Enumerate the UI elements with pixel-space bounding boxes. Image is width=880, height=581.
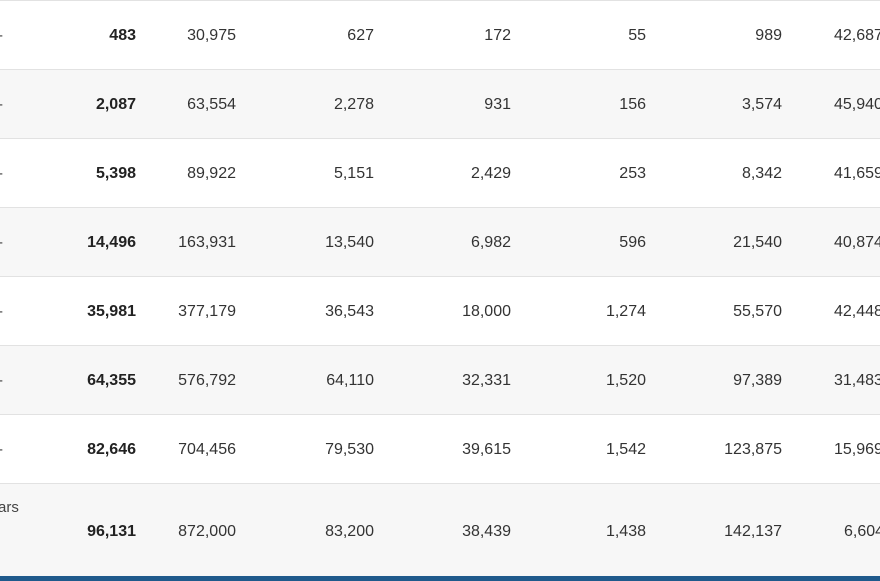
cell-col3: 83,200	[325, 523, 374, 540]
cell-col7: 40,874	[834, 234, 880, 251]
cell-col3: 2,278	[333, 96, 374, 113]
cell-col7: 45,940	[834, 96, 880, 113]
cell-col6: 123,875	[724, 441, 782, 458]
cell-col7: 42,448	[834, 303, 880, 320]
cell-col4: 931	[484, 96, 511, 113]
cell-col4: 39,615	[462, 441, 511, 458]
cell-col6: 55,570	[733, 303, 782, 320]
row-label: -	[0, 164, 3, 184]
cell-col1: 2,087	[95, 96, 136, 113]
cell-col6: 8,342	[741, 165, 782, 182]
cell-col2: 63,554	[187, 96, 236, 113]
cell-col5: 1,274	[605, 303, 646, 320]
cell-col4: 172	[484, 27, 511, 44]
cell-col1: 82,646	[87, 441, 136, 458]
row-label: -	[0, 302, 3, 322]
cell-col4: 32,331	[462, 372, 511, 389]
cell-col6: 21,540	[733, 234, 782, 251]
cell-col5: 55	[628, 27, 646, 44]
cell-col4: 18,000	[462, 303, 511, 320]
cell-col7: 31,483	[834, 372, 880, 389]
cell-col6: 97,389	[733, 372, 782, 389]
cell-col6: 142,137	[724, 523, 782, 540]
cell-col2: 872,000	[178, 523, 236, 540]
cell-col1: 96,131	[87, 523, 136, 540]
cell-col7: 41,659	[834, 165, 880, 182]
table-bottom-border	[0, 576, 880, 581]
cell-col3: 5,151	[333, 165, 374, 182]
cell-col6: 3,574	[741, 96, 782, 113]
table-row: - 14,496 163,931 13,540 6,982 596 21,540…	[0, 207, 880, 276]
cell-col2: 377,179	[178, 303, 236, 320]
cell-col3: 13,540	[325, 234, 374, 251]
cell-col1: 14,496	[87, 234, 136, 251]
cell-col3: 627	[347, 27, 374, 44]
cell-col1: 483	[109, 27, 136, 44]
cell-col7: 42,687	[834, 27, 880, 44]
cell-col2: 704,456	[178, 441, 236, 458]
cell-col5: 253	[619, 165, 646, 182]
row-label: ars	[0, 499, 19, 516]
cell-col5: 156	[619, 96, 646, 113]
row-label: -	[0, 371, 3, 391]
table-row: ars 96,131 872,000 83,200 38,439 1,438 1…	[0, 483, 880, 576]
cell-col5: 1,520	[605, 372, 646, 389]
cell-col1: 64,355	[87, 372, 136, 389]
cell-col4: 6,982	[470, 234, 511, 251]
cell-col6: 989	[755, 27, 782, 44]
cell-col4: 2,429	[470, 165, 511, 182]
cell-col1: 5,398	[95, 165, 136, 182]
cell-col7: 6,604	[844, 523, 880, 540]
row-label: -	[0, 26, 3, 46]
table-row: - 483 30,975 627 172 55 989 42,687	[0, 0, 880, 69]
table-row: - 64,355 576,792 64,110 32,331 1,520 97,…	[0, 345, 880, 414]
table-row: - 35,981 377,179 36,543 18,000 1,274 55,…	[0, 276, 880, 345]
row-label: -	[0, 95, 3, 115]
row-label: -	[0, 233, 3, 253]
cell-col4: 38,439	[462, 523, 511, 540]
cell-col2: 30,975	[187, 27, 236, 44]
table-row: - 82,646 704,456 79,530 39,615 1,542 123…	[0, 414, 880, 483]
cell-col2: 576,792	[178, 372, 236, 389]
cell-col5: 1,542	[605, 441, 646, 458]
cell-col2: 89,922	[187, 165, 236, 182]
cell-col3: 64,110	[326, 372, 374, 389]
cell-col2: 163,931	[178, 234, 236, 251]
cell-col3: 36,543	[325, 303, 374, 320]
cell-col5: 1,438	[605, 523, 646, 540]
cell-col1: 35,981	[87, 303, 136, 320]
table-row: - 5,398 89,922 5,151 2,429 253 8,342 41,…	[0, 138, 880, 207]
cell-col7: 15,969	[834, 441, 880, 458]
row-label: -	[0, 440, 3, 460]
cell-col5: 596	[619, 234, 646, 251]
table-row: - 2,087 63,554 2,278 931 156 3,574 45,94…	[0, 69, 880, 138]
cell-col3: 79,530	[325, 441, 374, 458]
